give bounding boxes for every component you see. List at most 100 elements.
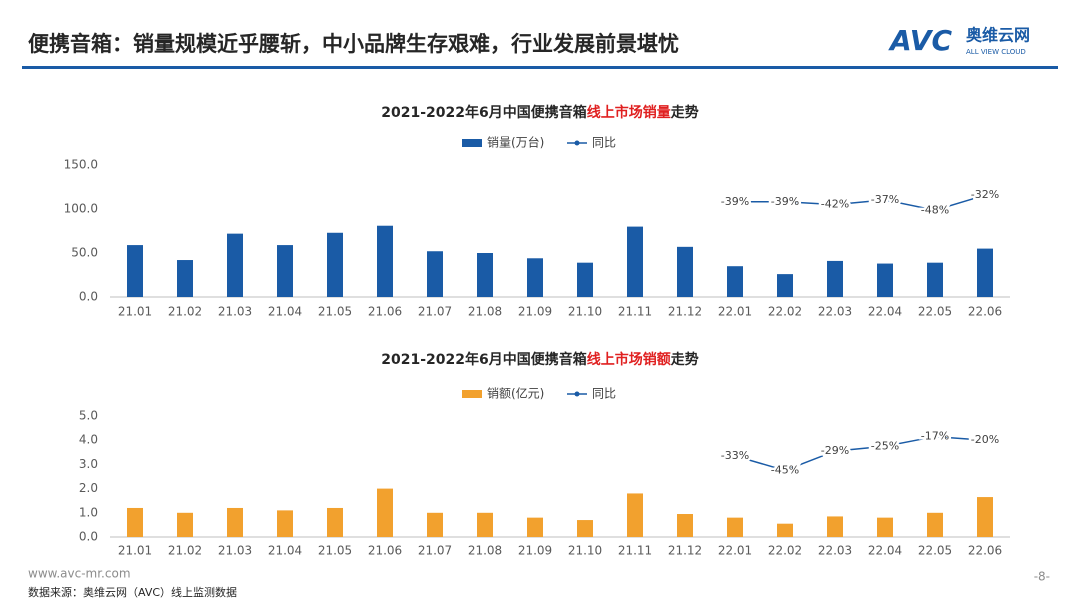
logo-mark: AVC xyxy=(888,24,952,57)
title-part: 走势 xyxy=(671,104,699,121)
bar xyxy=(477,253,493,297)
data-label: -32% xyxy=(971,188,999,201)
bar xyxy=(127,245,143,297)
title-part: 2021-2022年6月中国便携音箱 xyxy=(381,351,586,368)
x-tick-label: 22.06 xyxy=(968,305,1002,319)
bar xyxy=(827,516,843,537)
x-tick-label: 22.03 xyxy=(818,544,852,558)
x-tick-label: 22.02 xyxy=(768,305,802,319)
data-label: -39% xyxy=(721,195,749,208)
bar xyxy=(677,514,693,537)
bar xyxy=(327,507,343,537)
data-label: -48% xyxy=(921,203,949,216)
x-tick-label: 22.02 xyxy=(768,544,802,558)
legend-label: 销额(亿元) xyxy=(487,386,544,401)
x-tick-label: 22.01 xyxy=(718,305,752,319)
bar xyxy=(727,266,743,297)
bar xyxy=(277,510,293,537)
x-tick-label: 22.04 xyxy=(868,305,902,319)
x-tick-label: 21.05 xyxy=(318,305,352,319)
bar xyxy=(827,260,843,297)
bar xyxy=(477,512,493,537)
x-tick-label: 22.03 xyxy=(818,305,852,319)
x-tick-label: 21.07 xyxy=(418,305,452,319)
x-tick-label: 21.11 xyxy=(618,305,652,319)
x-tick-label: 21.09 xyxy=(518,305,552,319)
x-tick-label: 21.09 xyxy=(518,544,552,558)
data-label: -25% xyxy=(871,439,899,452)
yoy-line xyxy=(735,194,986,212)
bar xyxy=(377,488,393,537)
x-tick-label: 21.08 xyxy=(468,544,502,558)
x-tick-label: 22.05 xyxy=(918,305,952,319)
yoy-line xyxy=(734,435,986,472)
x-tick-label: 21.02 xyxy=(168,305,202,319)
legend-swatch xyxy=(574,391,580,397)
logo-name: 奥维云网 xyxy=(966,26,1030,45)
bar xyxy=(977,497,993,537)
bar xyxy=(677,246,693,297)
x-tick-label: 21.10 xyxy=(568,305,602,319)
legend-swatch xyxy=(462,139,482,147)
x-tick-label: 21.12 xyxy=(668,305,702,319)
legend-label: 销量(万台) xyxy=(487,135,544,150)
title-part: 走势 xyxy=(671,351,699,368)
title-part: 2021-2022年6月中国便携音箱 xyxy=(381,104,586,121)
legend-label: 同比 xyxy=(592,136,616,150)
x-tick-label: 21.02 xyxy=(168,544,202,558)
data-label: -20% xyxy=(971,433,999,446)
x-tick-label: 21.03 xyxy=(218,305,252,319)
legend-swatch xyxy=(574,140,580,146)
x-tick-label: 21.07 xyxy=(418,544,452,558)
x-tick-label: 22.05 xyxy=(918,544,952,558)
data-label: -37% xyxy=(871,193,899,206)
title-part: 线上市场销量 xyxy=(587,104,671,121)
bar xyxy=(327,232,343,297)
bar xyxy=(227,233,243,297)
y-tick-label: 3.0 xyxy=(79,457,98,471)
footer-source: 数据来源：奥维云网（AVC）线上监测数据 xyxy=(28,585,237,599)
bar xyxy=(927,262,943,297)
x-tick-label: 21.01 xyxy=(118,305,152,319)
y-tick-label: 0.0 xyxy=(79,530,98,544)
x-tick-label: 21.01 xyxy=(118,544,152,558)
bar xyxy=(627,493,643,537)
x-tick-label: 21.06 xyxy=(368,305,402,319)
x-tick-label: 21.04 xyxy=(268,544,302,558)
bar xyxy=(177,260,193,297)
x-tick-label: 22.04 xyxy=(868,544,902,558)
slide-title: 便携音箱：销量规模近乎腰斩，中小品牌生存艰难，行业发展前景堪忧 xyxy=(28,32,679,56)
bar xyxy=(927,512,943,537)
bar xyxy=(427,512,443,537)
x-tick-label: 21.12 xyxy=(668,544,702,558)
x-tick-label: 21.03 xyxy=(218,544,252,558)
bar xyxy=(527,258,543,297)
bar xyxy=(777,274,793,297)
bar xyxy=(277,245,293,297)
x-tick-label: 21.11 xyxy=(618,544,652,558)
bar xyxy=(877,517,893,537)
data-label: -42% xyxy=(821,198,849,211)
y-tick-label: 0.0 xyxy=(79,290,98,304)
x-tick-label: 22.06 xyxy=(968,544,1002,558)
chart-title: 2021-2022年6月中国便携音箱线上市场销额走势 xyxy=(381,351,698,368)
y-tick-label: 5.0 xyxy=(79,409,98,423)
y-tick-label: 4.0 xyxy=(79,433,98,447)
header-rule xyxy=(22,66,1058,69)
chart-title: 2021-2022年6月中国便携音箱线上市场销量走势 xyxy=(381,104,698,121)
y-tick-label: 1.0 xyxy=(79,505,98,519)
bar xyxy=(127,507,143,537)
y-tick-label: 2.0 xyxy=(79,481,98,495)
data-label: -45% xyxy=(771,463,799,476)
bar xyxy=(527,517,543,537)
data-label: -39% xyxy=(771,195,799,208)
y-tick-label: 100.0 xyxy=(64,202,98,216)
legend-label: 同比 xyxy=(592,387,616,401)
x-tick-label: 22.01 xyxy=(718,544,752,558)
bar xyxy=(577,262,593,297)
x-tick-label: 21.08 xyxy=(468,305,502,319)
title-part: 线上市场销额 xyxy=(587,351,671,368)
data-label: -33% xyxy=(721,449,749,462)
bar xyxy=(377,225,393,297)
